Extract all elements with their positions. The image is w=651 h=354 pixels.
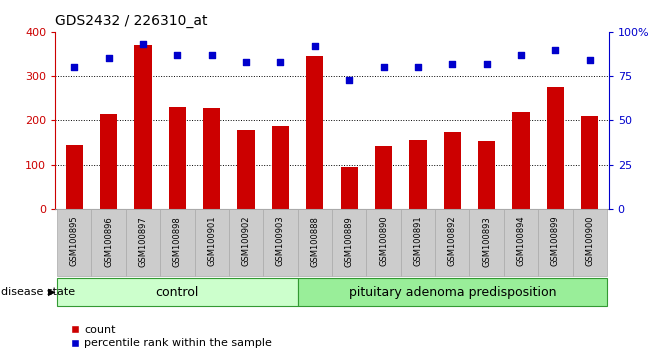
Text: GSM100888: GSM100888 [311, 216, 320, 267]
Bar [238, 130, 255, 209]
Text: GSM100897: GSM100897 [139, 216, 148, 267]
Point [482, 61, 492, 67]
Bar [91, 209, 126, 276]
Point [138, 41, 148, 47]
Bar [66, 145, 83, 209]
Text: GSM100890: GSM100890 [379, 216, 388, 267]
Point [550, 47, 561, 52]
Point [275, 59, 286, 65]
Text: GSM100901: GSM100901 [207, 216, 216, 267]
Point [206, 52, 217, 58]
Point [69, 64, 79, 70]
Legend: count, percentile rank within the sample: count, percentile rank within the sample [71, 325, 272, 348]
Bar [272, 126, 289, 209]
Point [104, 56, 114, 61]
Bar [401, 209, 435, 276]
Bar [538, 209, 573, 276]
Text: GSM100893: GSM100893 [482, 216, 491, 267]
Bar [169, 107, 186, 209]
Point [241, 59, 251, 65]
Bar [340, 167, 358, 209]
Bar [469, 209, 504, 276]
Bar [195, 209, 229, 276]
Text: pituitary adenoma predisposition: pituitary adenoma predisposition [348, 286, 556, 298]
Bar [547, 87, 564, 209]
Bar [409, 140, 426, 209]
Bar [160, 209, 195, 276]
Bar [435, 209, 469, 276]
Text: GSM100891: GSM100891 [413, 216, 422, 267]
Bar [504, 209, 538, 276]
Bar [203, 108, 220, 209]
Point [378, 64, 389, 70]
Bar [229, 209, 263, 276]
Bar [100, 114, 117, 209]
Bar [263, 209, 298, 276]
Bar [375, 146, 392, 209]
Point [310, 43, 320, 49]
Point [447, 61, 458, 67]
Text: GSM100889: GSM100889 [344, 216, 353, 267]
Text: GSM100898: GSM100898 [173, 216, 182, 267]
Point [413, 64, 423, 70]
Text: GSM100896: GSM100896 [104, 216, 113, 267]
Point [344, 77, 354, 82]
Text: ▶: ▶ [48, 287, 55, 297]
Point [585, 57, 595, 63]
Bar [581, 116, 598, 209]
Text: GSM100900: GSM100900 [585, 216, 594, 267]
Point [172, 52, 182, 58]
Bar [126, 209, 160, 276]
Text: GSM100903: GSM100903 [276, 216, 285, 267]
Bar [478, 141, 495, 209]
Text: control: control [156, 286, 199, 298]
Text: disease state: disease state [1, 287, 76, 297]
Bar [306, 56, 324, 209]
Text: GDS2432 / 226310_at: GDS2432 / 226310_at [55, 14, 208, 28]
Text: GSM100902: GSM100902 [242, 216, 251, 267]
Text: GSM100894: GSM100894 [516, 216, 525, 267]
Bar [444, 132, 461, 209]
Bar [332, 209, 367, 276]
Bar [57, 278, 298, 306]
Bar [134, 45, 152, 209]
Bar [512, 112, 530, 209]
Text: GSM100899: GSM100899 [551, 216, 560, 267]
Bar [367, 209, 401, 276]
Bar [573, 209, 607, 276]
Bar [57, 209, 91, 276]
Bar [298, 278, 607, 306]
Point [516, 52, 526, 58]
Text: GSM100895: GSM100895 [70, 216, 79, 267]
Text: GSM100892: GSM100892 [448, 216, 457, 267]
Bar [298, 209, 332, 276]
